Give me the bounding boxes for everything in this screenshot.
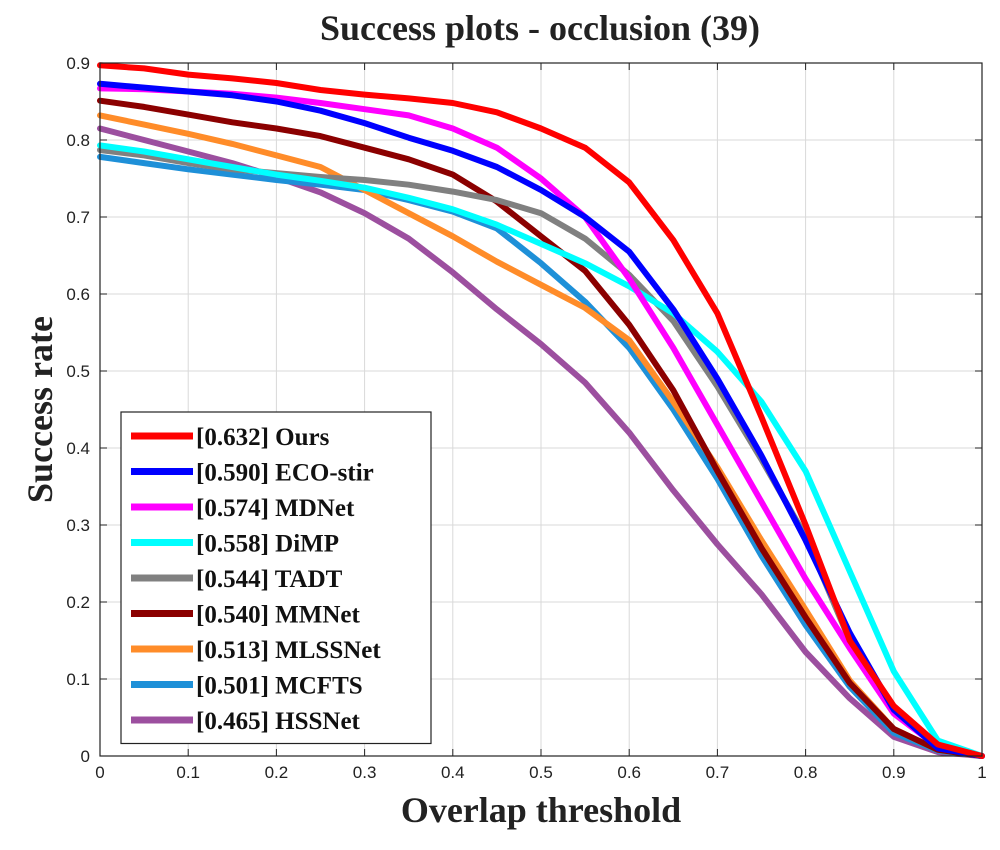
legend-label-ours: [0.632] Ours: [196, 424, 330, 451]
y-tick-label: 0.3: [66, 516, 90, 535]
y-tick-label: 0.6: [66, 285, 90, 304]
series-line-dimp: [97, 142, 985, 759]
legend-label-tadt: [0.544] TADT: [196, 566, 343, 593]
x-axis-label: Overlap threshold: [401, 790, 681, 830]
legend-label-dimp: [0.558] DiMP: [196, 531, 339, 558]
legend-label-mmnet: [0.540] MMNet: [196, 602, 360, 629]
series-lines: [97, 62, 985, 759]
y-axis-label: Success rate: [20, 316, 60, 503]
y-tick-label: 0.9: [66, 54, 90, 73]
x-tick-label: 0.3: [353, 763, 377, 782]
y-tick-label: 0.5: [66, 362, 90, 381]
y-tick-label: 0: [81, 747, 90, 766]
series-line-ours: [97, 62, 985, 759]
legend-label-mdnet: [0.574] MDNet: [196, 495, 355, 522]
x-tick-label: 0.6: [617, 763, 641, 782]
x-tick-label: 0.8: [794, 763, 818, 782]
x-tick-label: 0.4: [441, 763, 465, 782]
y-tick-label: 0.4: [66, 439, 90, 458]
y-tick-label: 0.1: [66, 670, 90, 689]
x-tick-label: 1: [977, 763, 986, 782]
y-tick-label: 0.8: [66, 131, 90, 150]
x-tick-label: 0.7: [706, 763, 730, 782]
x-tick-label: 0.1: [176, 763, 200, 782]
x-tick-label: 0.5: [529, 763, 553, 782]
legend-label-mlssnet: [0.513] MLSSNet: [196, 637, 381, 664]
y-tick-label: 0.2: [66, 593, 90, 612]
y-tick-label: 0.7: [66, 208, 90, 227]
x-tick-label: 0.2: [265, 763, 289, 782]
chart-title: Success plots - occlusion (39): [320, 8, 760, 48]
x-tick-label: 0: [95, 763, 104, 782]
axis-ticks: 0 0.1 0.2 0.3 0.4 0.5 0.6 0.7 0.8 0.9 1 0 0.1 0.2 0.3 0…: [66, 54, 986, 782]
series-line-mmnet: [97, 97, 985, 759]
legend: [0.632] Ours [0.590] ECO-stir [0.574] MDNe…: [120, 411, 432, 745]
legend-label-eco-stir: [0.590] ECO-stir: [196, 460, 374, 487]
x-tick-label: 0.9: [882, 763, 906, 782]
legend-label-hssnet: [0.465] HSSNet: [196, 708, 361, 735]
legend-label-mcfts: [0.501] MCFTS: [196, 673, 363, 700]
